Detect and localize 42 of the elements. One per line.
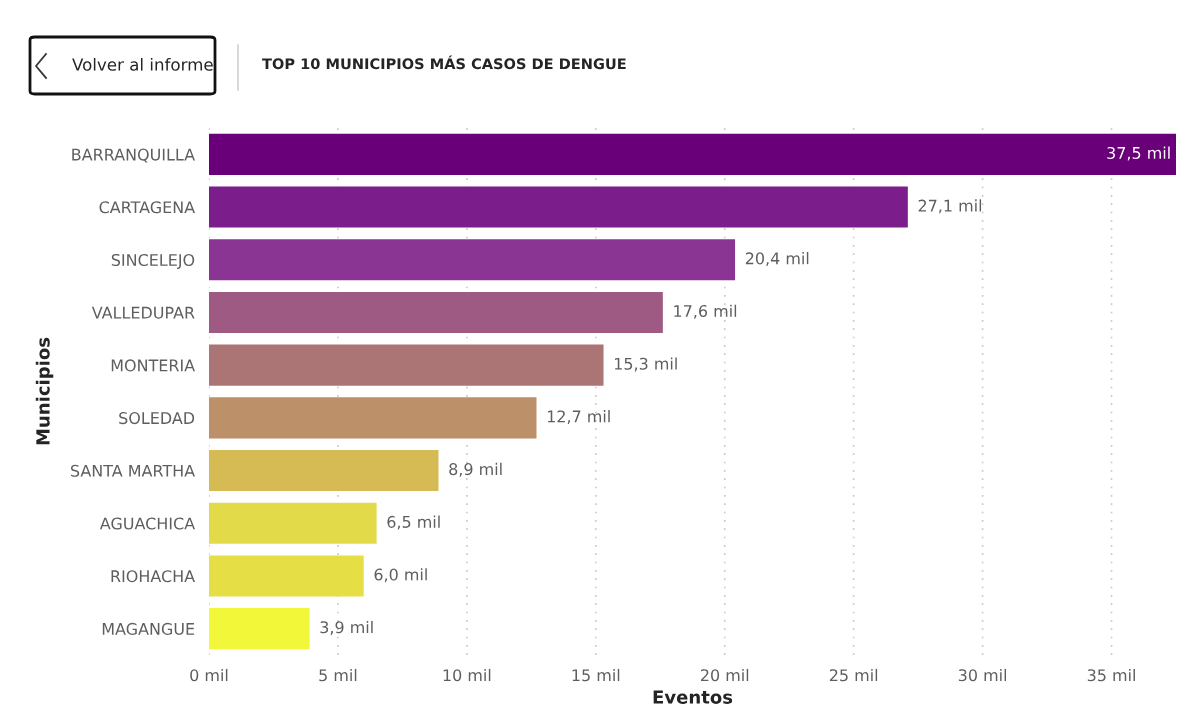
- x-tick-label: 30 mil: [958, 668, 1007, 682]
- bar: [209, 608, 310, 650]
- y-tick-label: MAGANGUE: [102, 622, 195, 635]
- data-label: 6,5 mil: [387, 515, 440, 530]
- x-tick-label: 15 mil: [572, 668, 620, 682]
- text: Volver al informe: [72, 57, 213, 71]
- data-label: 8,9 mil: [449, 462, 502, 477]
- data-label: 15,3 mil: [614, 357, 677, 372]
- y-tick-label: SINCELEJO: [111, 253, 195, 270]
- x-tick-label: 35 mil: [1087, 668, 1135, 682]
- data-label: 17,6 mil: [674, 304, 737, 319]
- x-tick-label: 10 mil: [443, 668, 491, 682]
- data-label: 6,0 mil: [374, 568, 427, 583]
- x-axis-title: Eventos: [653, 690, 733, 704]
- data-label: 27,1 mil: [918, 199, 982, 214]
- data-label: 3,9 mil: [320, 620, 373, 635]
- x-tick-label: 20 mil: [700, 668, 749, 682]
- y-tick-label: VALLEDUPAR: [91, 306, 195, 319]
- data-label: 20,4 mil: [745, 252, 809, 267]
- bar: [209, 397, 537, 439]
- y-tick-label: RIOHACHA: [111, 570, 195, 583]
- bar: [209, 555, 364, 597]
- bar: [209, 450, 439, 492]
- bar: [209, 186, 908, 228]
- y-tick-label: SANTA MARTHA: [70, 464, 195, 477]
- data-label: 37,5 mil: [1107, 146, 1170, 161]
- y-tick-label: CARTAGENA: [99, 201, 195, 214]
- bar: [209, 502, 377, 544]
- bar: [209, 344, 604, 386]
- x-tick-label: 0 mil: [190, 668, 228, 682]
- y-tick-label: BARRANQUILLA: [72, 148, 195, 163]
- data-label: 12,7 mil: [547, 410, 610, 425]
- chart-title: TOP 10 MUNICIPIOS MÁS CASOS DE DENGUE: [262, 55, 626, 70]
- bar: [209, 291, 663, 333]
- x-tick-label: 5 mil: [319, 668, 357, 682]
- bar: [209, 133, 1176, 175]
- y-tick-label: SOLEDAD: [119, 412, 195, 425]
- bar: [209, 239, 736, 281]
- y-tick-label: MONTERIA: [111, 359, 195, 372]
- y-axis-title: Municipios: [35, 337, 54, 445]
- y-tick-label: AGUACHICA: [99, 517, 195, 530]
- x-tick-label: 25 mil: [829, 668, 878, 682]
